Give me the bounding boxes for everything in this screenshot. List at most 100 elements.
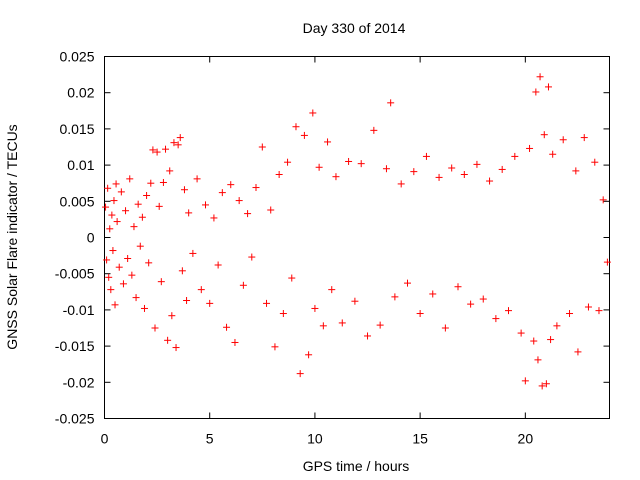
data-point (391, 293, 399, 301)
data-point (128, 271, 136, 279)
data-point (309, 109, 317, 117)
data-point (110, 197, 118, 205)
data-point (147, 179, 155, 187)
data-point (505, 307, 512, 315)
data-point (132, 294, 140, 302)
data-point (351, 297, 359, 305)
data-point (112, 180, 120, 188)
data-point (235, 197, 243, 205)
data-point (115, 263, 123, 271)
data-point (328, 286, 336, 294)
data-point (479, 295, 487, 303)
data-point (168, 312, 176, 320)
data-point (176, 134, 184, 142)
data-point (102, 203, 110, 211)
data-point (107, 286, 115, 294)
data-point (134, 200, 142, 208)
data-point (566, 310, 574, 318)
data-point (580, 134, 588, 142)
data-point (345, 157, 353, 165)
y-axis-title: GNSS Solar Flare indicator / TECUs (4, 124, 20, 349)
data-point (111, 301, 119, 309)
data-point (536, 73, 544, 81)
y-tick-label: 0.005 (59, 193, 94, 209)
data-point (239, 281, 247, 289)
data-point (532, 88, 540, 96)
data-point (370, 126, 378, 134)
data-point (435, 173, 443, 181)
data-point (454, 283, 462, 291)
data-point (492, 315, 500, 323)
data-point (467, 300, 475, 308)
data-point (460, 171, 468, 179)
data-point (410, 168, 418, 176)
data-point (202, 201, 209, 209)
chart-title: Day 330 of 2014 (303, 20, 406, 36)
data-point (517, 329, 525, 337)
data-point (140, 304, 148, 312)
data-point (223, 323, 231, 331)
data-point (288, 274, 296, 282)
data-point (534, 356, 542, 364)
data-point (162, 145, 170, 153)
data-point (248, 253, 256, 261)
data-point (108, 211, 116, 219)
data-point (324, 138, 332, 146)
data-point (448, 164, 456, 172)
data-point (109, 247, 117, 255)
data-point (603, 258, 611, 266)
x-tick-label: 5 (206, 431, 214, 447)
data-points (102, 73, 611, 390)
y-tick-label: -0.005 (55, 266, 95, 282)
data-point (159, 178, 167, 186)
y-tick-label: 0.015 (59, 121, 94, 137)
data-point (122, 207, 130, 215)
x-axis-title: GPS time / hours (303, 458, 410, 474)
data-point (549, 150, 557, 158)
data-point (526, 144, 534, 152)
data-point (206, 299, 214, 307)
data-point (227, 181, 235, 189)
data-point (559, 136, 567, 144)
data-point (279, 310, 287, 318)
data-point (183, 296, 191, 304)
data-point (486, 177, 494, 185)
data-point (244, 210, 252, 218)
data-point (136, 242, 144, 250)
data-point (311, 304, 319, 312)
data-point (106, 225, 114, 233)
data-point (530, 337, 538, 345)
y-axis-ticks: -0.025 -0.02 -0.015 -0.01 -0.005 0 0.005 0.01 0.… (55, 49, 610, 427)
x-tick-label: 0 (101, 431, 109, 447)
data-point (197, 286, 205, 294)
data-point (174, 141, 182, 149)
x-axis-ticks: 0 5 10 15 20 (101, 56, 533, 447)
data-point (214, 261, 222, 269)
data-point (591, 158, 599, 166)
y-tick-label: 0 (87, 230, 95, 246)
data-point (218, 189, 226, 197)
data-point (296, 370, 304, 378)
data-point (547, 336, 555, 344)
data-point (540, 131, 548, 139)
data-point (104, 184, 112, 192)
data-point (511, 152, 519, 160)
data-point (151, 324, 159, 332)
data-point (599, 196, 607, 204)
data-point (473, 160, 481, 168)
data-point (542, 380, 550, 388)
x-tick-label: 10 (307, 431, 323, 447)
data-point (332, 173, 340, 181)
data-point (170, 139, 178, 147)
data-point (103, 256, 111, 264)
data-point (271, 343, 279, 351)
y-tick-label: -0.025 (55, 411, 95, 427)
data-point (584, 303, 592, 311)
data-point (178, 267, 186, 275)
y-tick-label: 0.025 (59, 49, 94, 65)
plot-frame (104, 56, 610, 419)
data-point (258, 143, 266, 151)
data-point (138, 213, 146, 221)
data-point (267, 206, 275, 214)
data-point (155, 202, 163, 210)
